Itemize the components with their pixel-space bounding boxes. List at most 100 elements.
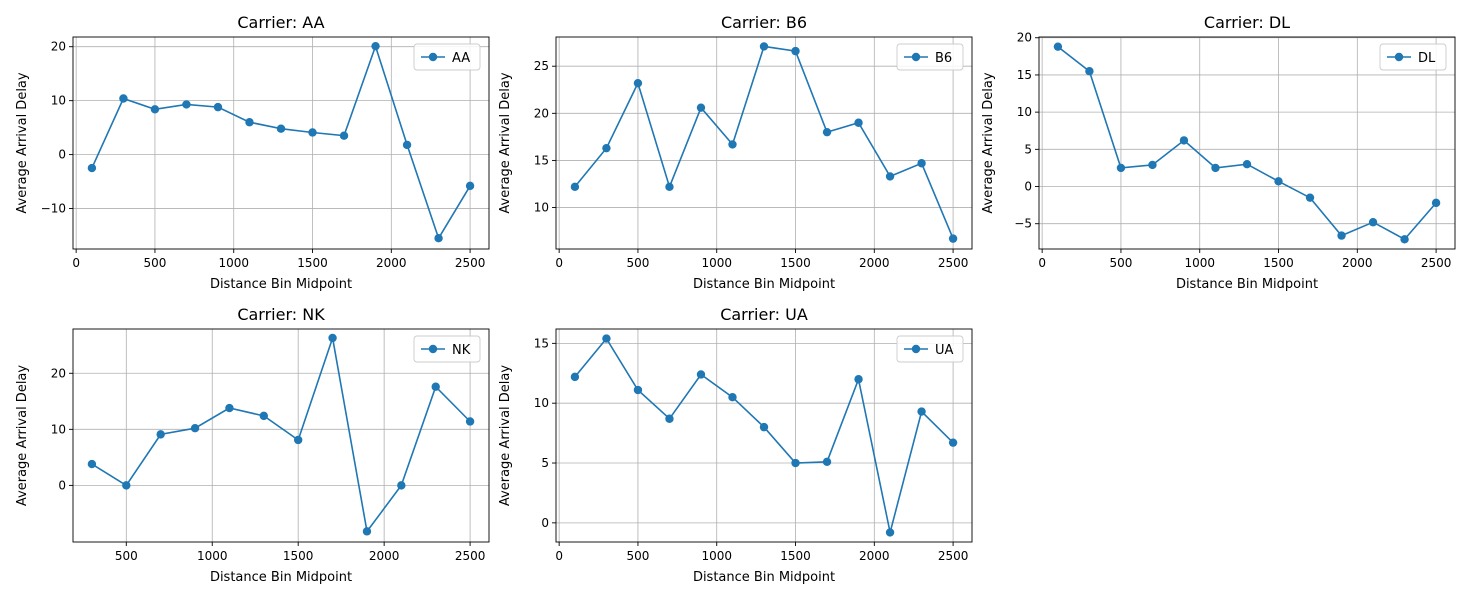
data-point bbox=[1337, 231, 1346, 240]
y-tick-label: 15 bbox=[534, 336, 549, 350]
series-line bbox=[574, 45, 954, 239]
x-tick-label: 500 bbox=[115, 549, 138, 563]
data-point bbox=[917, 407, 926, 416]
x-tick-label: 500 bbox=[143, 256, 166, 270]
y-tick-label: −10 bbox=[41, 202, 66, 216]
y-tick-label: 15 bbox=[1017, 68, 1032, 82]
x-tick-label: 1000 bbox=[218, 256, 249, 270]
data-point bbox=[602, 334, 611, 343]
data-point bbox=[759, 422, 769, 432]
data-point bbox=[759, 42, 769, 51]
x-tick-label: 2500 bbox=[455, 549, 486, 563]
legend-label: DL bbox=[1418, 51, 1436, 66]
y-tick-label: 20 bbox=[1017, 31, 1032, 45]
data-point bbox=[225, 403, 234, 413]
y-tick-label: 10 bbox=[1017, 105, 1032, 119]
legend-marker bbox=[428, 344, 438, 354]
data-point bbox=[696, 103, 706, 112]
legend-box bbox=[896, 43, 964, 71]
data-point bbox=[1431, 198, 1441, 208]
subplot-title: Carrier: AA bbox=[237, 13, 324, 32]
legend-label: NK bbox=[452, 343, 471, 358]
data-point bbox=[397, 481, 406, 490]
y-tick-label: 10 bbox=[534, 201, 549, 215]
x-tick-label: 1500 bbox=[1263, 256, 1294, 270]
x-tick-label: 1500 bbox=[780, 256, 811, 270]
y-tick-label: −5 bbox=[1014, 217, 1032, 231]
legend: AA bbox=[413, 43, 481, 71]
data-point bbox=[293, 435, 303, 445]
data-point bbox=[87, 163, 97, 173]
x-tick-label: 500 bbox=[1109, 256, 1132, 270]
data-point bbox=[570, 372, 580, 382]
y-tick-label: 0 bbox=[58, 148, 66, 162]
data-point bbox=[1242, 160, 1252, 169]
series-line bbox=[91, 43, 471, 241]
y-tick-label: 0 bbox=[1024, 180, 1032, 194]
data-point bbox=[190, 424, 200, 433]
data-point bbox=[854, 118, 863, 127]
x-axis-label: Distance Bin Midpoint bbox=[1176, 277, 1318, 292]
subplot-title: Carrier: NK bbox=[237, 305, 325, 324]
data-point bbox=[822, 127, 832, 137]
legend-box bbox=[1379, 43, 1447, 71]
x-axis-label: Distance Bin Midpoint bbox=[693, 570, 835, 585]
series-line bbox=[91, 337, 471, 534]
data-point bbox=[276, 124, 286, 133]
data-point bbox=[822, 457, 832, 467]
data-point bbox=[1116, 163, 1126, 173]
data-point bbox=[885, 172, 895, 181]
y-tick-label: 20 bbox=[51, 366, 66, 380]
data-point bbox=[1274, 177, 1283, 186]
legend-label: AA bbox=[452, 51, 470, 66]
data-point bbox=[339, 131, 349, 140]
subplot-title: Carrier: B6 bbox=[721, 13, 807, 32]
y-axis-label: Average Arrival Delay bbox=[981, 72, 996, 213]
subplot-ua: 0 500 1000 1500 2000 2500 0 5 10 15 Carrier: UA Dis… bbox=[498, 305, 973, 585]
legend-label: B6 bbox=[935, 51, 952, 66]
x-tick-label: 2000 bbox=[859, 549, 890, 563]
axes-frame bbox=[1038, 36, 1456, 250]
data-point bbox=[665, 182, 674, 192]
data-point bbox=[434, 234, 443, 243]
y-axis-label: Average Arrival Delay bbox=[15, 365, 30, 506]
x-tick-label: 500 bbox=[626, 256, 649, 270]
x-tick-label: 2000 bbox=[369, 549, 400, 563]
series-line bbox=[574, 337, 954, 533]
data-point bbox=[119, 94, 128, 103]
data-point bbox=[1368, 218, 1378, 227]
y-tick-label: 10 bbox=[534, 396, 549, 410]
x-tick-label: 2000 bbox=[376, 256, 407, 270]
axes-frame bbox=[555, 328, 973, 543]
data-point bbox=[917, 159, 926, 168]
y-tick-label: 0 bbox=[58, 478, 66, 492]
data-point bbox=[362, 527, 372, 536]
y-axis-label: Average Arrival Delay bbox=[15, 72, 30, 213]
x-tick-label: 0 bbox=[72, 256, 80, 270]
x-tick-label: 1500 bbox=[780, 549, 811, 563]
data-point bbox=[156, 430, 165, 439]
legend: DL bbox=[1379, 43, 1447, 71]
axes-frame bbox=[72, 36, 490, 250]
y-tick-label: 25 bbox=[534, 59, 549, 73]
legend-box bbox=[413, 43, 481, 71]
y-tick-label: 20 bbox=[51, 40, 66, 54]
x-tick-label: 0 bbox=[555, 256, 563, 270]
data-point bbox=[122, 481, 131, 490]
x-tick-label: 1000 bbox=[701, 549, 732, 563]
data-point bbox=[665, 414, 674, 423]
data-point bbox=[259, 411, 269, 421]
legend-marker bbox=[428, 52, 438, 62]
legend-label: UA bbox=[935, 343, 954, 358]
data-point bbox=[948, 234, 958, 243]
x-tick-label: 2000 bbox=[1342, 256, 1373, 270]
subplot-b6: 0 500 1000 1500 2000 2500 10 15 20 25 Carrier: B6 D… bbox=[498, 13, 973, 292]
data-point bbox=[1085, 67, 1094, 76]
data-point bbox=[402, 140, 412, 150]
x-tick-label: 1000 bbox=[197, 549, 228, 563]
axes-frame bbox=[72, 328, 490, 543]
data-point bbox=[728, 140, 737, 149]
data-point bbox=[633, 385, 643, 395]
y-axis-label: Average Arrival Delay bbox=[498, 365, 513, 506]
x-tick-label: 0 bbox=[555, 549, 563, 563]
